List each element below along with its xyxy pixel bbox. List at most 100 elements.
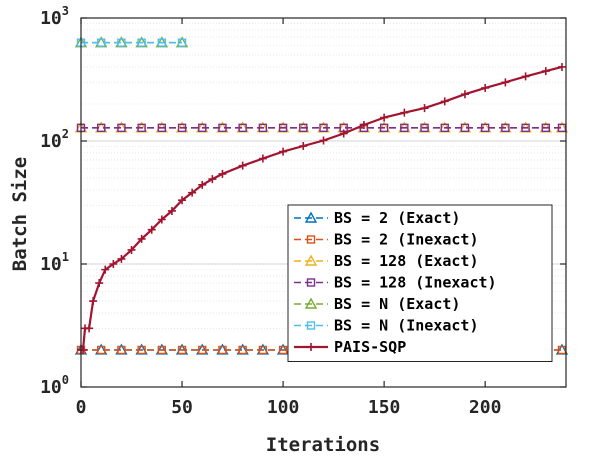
legend-label: BS = N (Exact) [334,295,460,313]
data-point [481,83,490,92]
data-point [218,345,227,355]
data-point [177,123,187,133]
data-point [379,123,389,133]
legend-marker [307,343,315,351]
tick-labels: 0 50 100 150 200 100 101 102 103 [40,4,501,418]
y-tick-label: 103 [40,4,69,29]
legend-marker [306,321,316,330]
series-bs-n-inexact [76,38,187,47]
data-point [420,123,429,133]
data-point [198,345,207,355]
data-point [117,345,126,355]
data-point [460,123,470,133]
legend-marker [306,278,316,287]
data-point [541,123,550,133]
legend-label: BS = 128 (Inexact) [334,274,497,292]
data-point [97,345,106,355]
data-point [339,129,348,138]
data-point [167,206,176,215]
data-point [157,345,167,355]
legend-label: BS = N (Inexact) [334,317,479,335]
data-point [177,38,187,47]
series-line [81,65,563,352]
data-point [218,169,227,178]
data-point [440,97,449,106]
ticks [80,17,566,388]
legend-item: BS = 2 (Exact) [294,209,460,227]
data-point [157,123,167,133]
data-point [101,265,110,274]
x-tick-label: 200 [469,397,502,418]
series-bs-128-inexact [76,123,567,133]
data-point [557,62,566,71]
data-point [501,123,510,133]
data-point [380,113,389,122]
data-point [137,123,146,133]
data-point [109,260,118,268]
legend-label: BS = 2 (Exact) [334,209,460,227]
data-point [400,108,409,117]
data-point [541,67,550,76]
data-point [147,225,156,234]
data-point [501,78,510,87]
plot-frame [80,17,567,388]
legend-marker [304,254,318,266]
data-point [127,245,136,254]
data-point [258,345,268,355]
legend-item: BS = N (Exact) [294,295,460,313]
legend-item: BS = 2 (Inexact) [294,231,479,249]
data-point [258,123,268,133]
data-point [400,123,409,133]
data-point [157,215,166,224]
data-point [258,154,267,163]
data-point [79,345,88,354]
data-point [218,123,227,133]
data-point [279,147,288,156]
data-point [137,38,146,47]
x-tick-label: 50 [171,397,193,418]
data-point [278,345,288,355]
data-point [238,345,247,355]
x-tick-label: 0 [76,397,87,418]
data-point [521,72,530,81]
data-point [198,123,207,133]
data-point [299,123,308,133]
data-point [420,104,429,113]
data-point [319,136,328,145]
data-point [208,175,217,184]
x-axis-label: Iterations [266,434,380,456]
data-point [117,254,126,263]
y-tick-label: 100 [40,373,69,398]
legend-label: BS = 128 (Exact) [334,252,479,270]
data-point [460,90,469,99]
data-point [198,180,207,189]
data-point [117,123,126,133]
data-point [177,345,187,355]
y-axis-label: Batch Size [9,157,31,271]
legend-label: BS = 2 (Inexact) [334,231,479,249]
legend-marker [304,297,318,309]
data-point [97,123,106,133]
series-pais-sqp [77,62,566,354]
x-tick-label: 100 [267,397,300,418]
legend: BS = 2 (Exact) BS = 2 (Inexact) BS = 128 (… [287,204,553,362]
data-point [95,279,104,288]
data-point [359,120,368,129]
data-point [521,123,530,133]
data-point [97,38,106,47]
data-point [89,297,98,306]
data-point [278,123,288,133]
data-point [188,188,197,197]
legend-item: BS = 128 (Inexact) [294,274,497,292]
data-point [85,324,94,333]
data-point [157,38,167,47]
data-point [178,196,187,205]
data-point [319,123,328,133]
data-point [117,38,126,47]
data-point [137,234,146,243]
data-point [238,123,247,133]
legend-item: BS = N (Inexact) [294,317,479,335]
legend-item: PAIS-SQP [294,338,406,356]
y-tick-label: 101 [40,250,69,275]
